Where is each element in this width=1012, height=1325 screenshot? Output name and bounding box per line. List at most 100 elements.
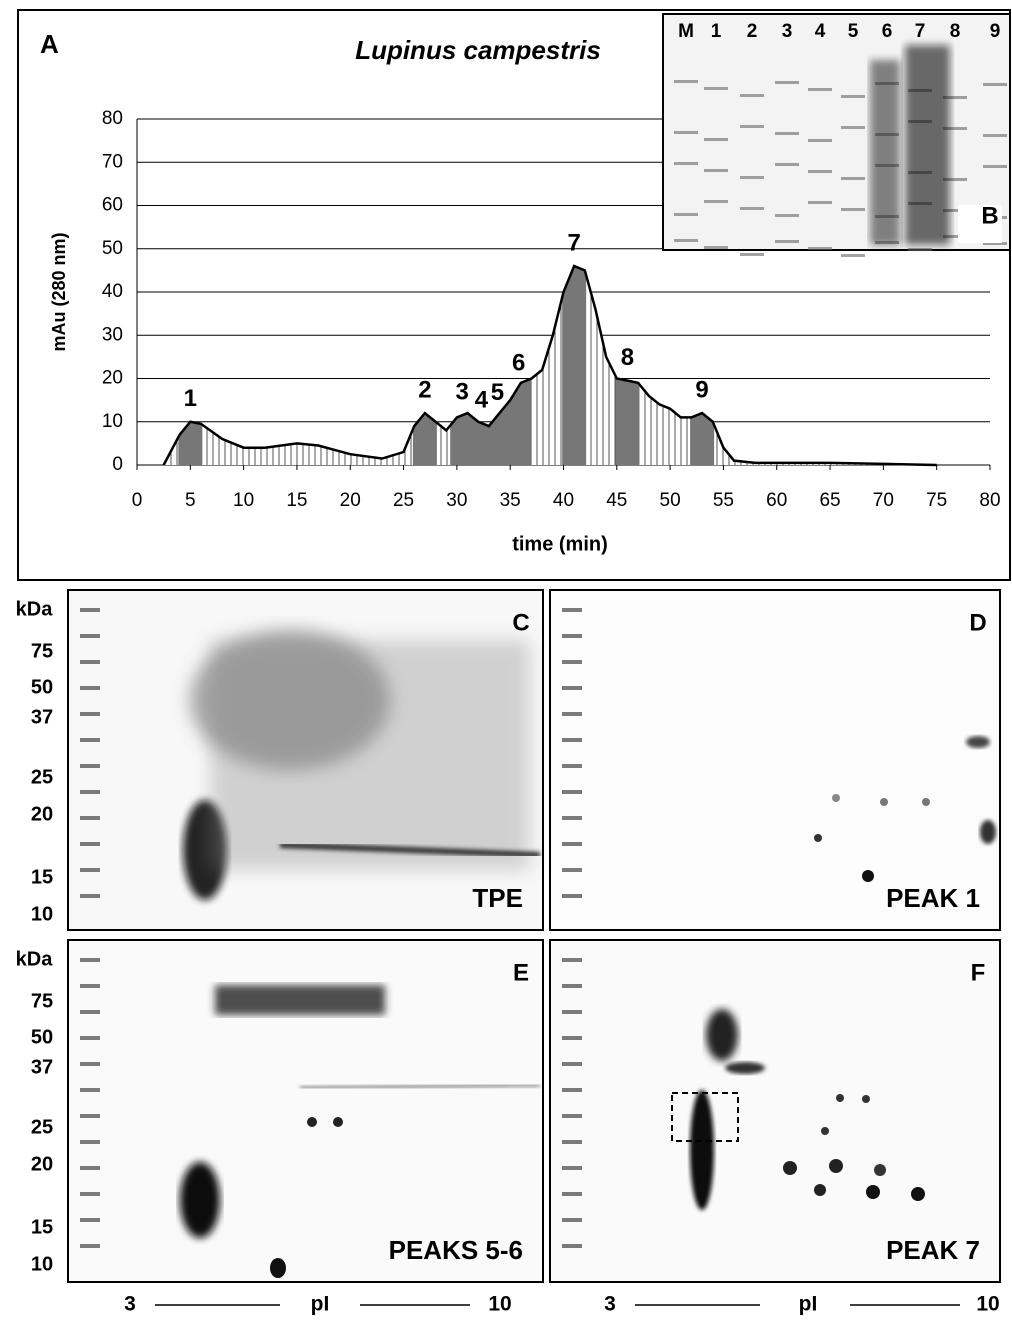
x-tick-label: 60	[766, 490, 787, 511]
mw-unit: kDa	[16, 948, 54, 970]
ladder-band	[80, 1010, 100, 1014]
y-tick-label: 0	[112, 454, 123, 475]
x-tick-label: 30	[446, 490, 467, 511]
mw-unit: kDa	[16, 598, 54, 620]
ladder-band	[562, 1062, 582, 1066]
ladder-band	[562, 790, 582, 794]
y-tick-label: 60	[102, 195, 123, 216]
gel-band	[983, 134, 1007, 137]
chart-title: Lupinus campestris	[355, 35, 601, 65]
y-tick-label: 20	[102, 368, 123, 389]
x-tick-label: 35	[500, 490, 521, 511]
gel-band	[808, 88, 832, 91]
ladder-band	[562, 1166, 582, 1170]
gel-band	[943, 96, 967, 99]
gel-band	[983, 165, 1007, 168]
y-tick-label: 70	[102, 151, 123, 172]
x-tick-label: 45	[606, 490, 627, 511]
lane-label: 5	[848, 21, 859, 42]
gel-band	[740, 125, 764, 128]
pi-start: 3	[124, 1293, 136, 1316]
x-tick-label: 75	[926, 490, 947, 511]
lane-label: M	[678, 21, 694, 42]
gel-band	[775, 132, 799, 135]
gel-band	[943, 235, 967, 238]
x-tick-label: 40	[553, 490, 574, 511]
gel-band	[943, 178, 967, 181]
gel-d	[549, 589, 1001, 931]
peak-label: 1	[184, 385, 197, 412]
x-tick-label: 25	[393, 490, 414, 511]
x-tick-label: 50	[660, 490, 681, 511]
gel-band	[808, 247, 832, 250]
panel-letter: F	[971, 959, 986, 986]
ladder-band	[562, 686, 582, 690]
x-axis-label: time (min)	[512, 533, 608, 555]
peak-fraction	[562, 266, 587, 465]
ladder-band	[562, 1244, 582, 1248]
mw-tick-label: 20	[31, 803, 53, 825]
ladder-band	[562, 1088, 582, 1092]
panel-caption: PEAK 1	[886, 883, 980, 913]
ladder-band	[562, 608, 582, 612]
pi-start: 3	[604, 1293, 616, 1316]
ladder-band	[80, 634, 100, 638]
mw-tick-label: 75	[31, 990, 53, 1012]
y-tick-label: 40	[102, 281, 123, 302]
gel-band	[808, 170, 832, 173]
ladder-band	[80, 1114, 100, 1118]
ladder-band	[562, 1010, 582, 1014]
gel-band	[674, 213, 698, 216]
ladder-band	[80, 1036, 100, 1040]
x-tick-label: 80	[979, 490, 1000, 511]
panel-letter: B	[981, 202, 998, 229]
lane-label: 8	[950, 21, 961, 42]
x-tick-label: 70	[873, 490, 894, 511]
gel-e	[67, 939, 544, 1283]
ladder-band	[80, 712, 100, 716]
panel-caption: TPE	[472, 883, 523, 913]
mw-tick-label: 37	[31, 1056, 53, 1078]
panel-letter: A	[40, 29, 59, 59]
lane-label: 4	[815, 21, 826, 42]
gel-band	[943, 127, 967, 130]
ladder-band	[80, 738, 100, 742]
mw-tick-label: 37	[31, 706, 53, 728]
ladder-band	[80, 660, 100, 664]
x-tick-label: 10	[233, 490, 254, 511]
ladder-band	[80, 764, 100, 768]
gel-band	[808, 139, 832, 142]
lane-label: 3	[782, 21, 793, 42]
peak-label: 2	[418, 376, 431, 403]
gel-band	[775, 214, 799, 217]
gel-band	[674, 80, 698, 83]
gel-band	[740, 207, 764, 210]
ladder-band	[80, 686, 100, 690]
area	[163, 266, 937, 465]
x-tick-label: 65	[819, 490, 840, 511]
x-tick-label: 55	[713, 490, 734, 511]
ladder-band	[562, 660, 582, 664]
mw-tick-label: 50	[31, 676, 53, 698]
ladder-band	[80, 1192, 100, 1196]
panel-letter: D	[969, 609, 986, 636]
pi-label: pI	[799, 1293, 818, 1316]
gel-band	[704, 87, 728, 90]
gel-band	[841, 177, 865, 180]
pi-end: 10	[976, 1293, 999, 1316]
ladder-band	[80, 790, 100, 794]
gel-band	[775, 240, 799, 243]
gel-c	[67, 589, 544, 931]
gel-band	[704, 246, 728, 249]
lane-label: 2	[747, 21, 758, 42]
gel-band	[674, 131, 698, 134]
ladder-band	[562, 1218, 582, 1222]
line	[162, 264, 937, 467]
ladder-band	[80, 1166, 100, 1170]
ladder-band	[80, 608, 100, 612]
pi-end: 10	[488, 1293, 511, 1316]
y-tick-label: 10	[102, 411, 123, 432]
ladder-band	[80, 1062, 100, 1066]
gel-band	[740, 253, 764, 256]
